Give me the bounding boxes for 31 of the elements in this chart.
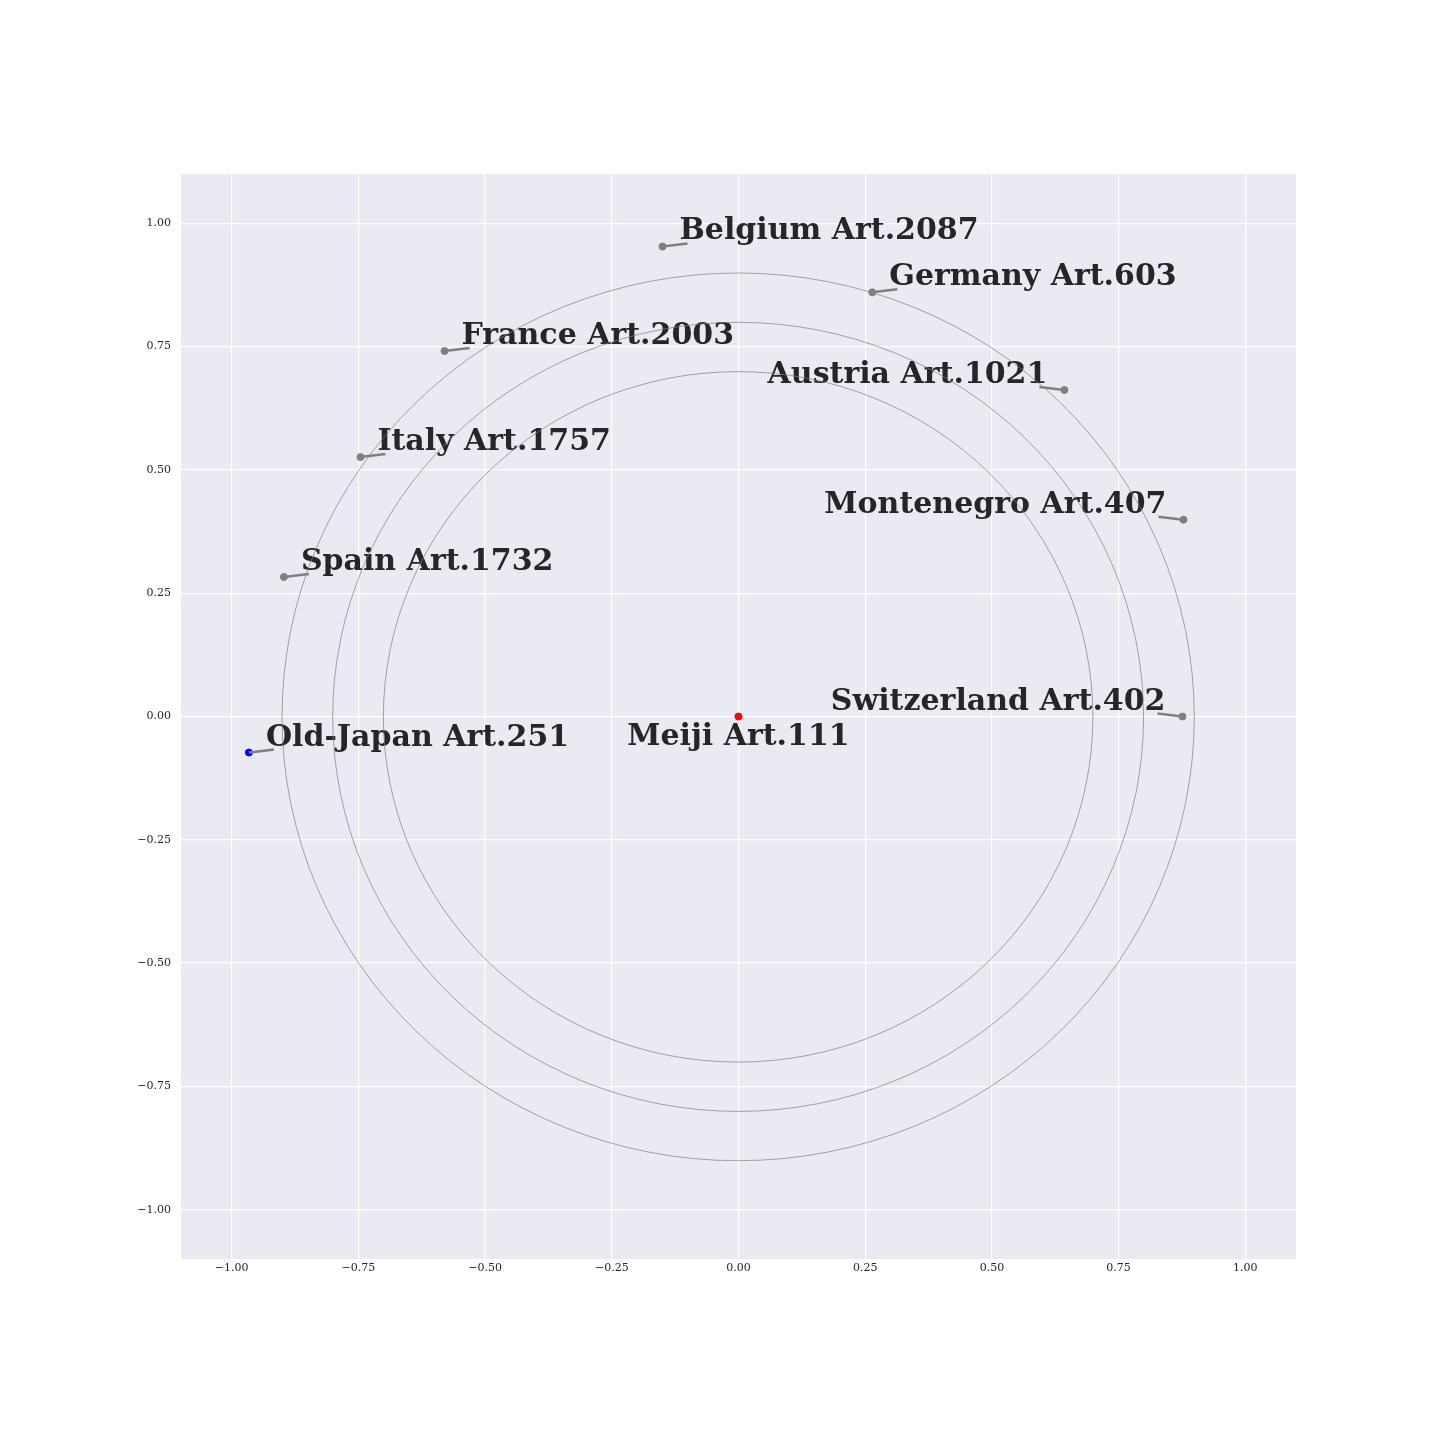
y-tick-label: −0.50 xyxy=(137,955,171,969)
x-tick-label: 0.75 xyxy=(1106,1261,1131,1275)
annotation: Austria Art.1021 xyxy=(766,355,1048,391)
x-tick-label: 0.25 xyxy=(852,1261,878,1275)
y-tick-label: −0.75 xyxy=(137,1079,171,1093)
annotation: Switzerland Art.402 xyxy=(830,681,1166,717)
y-tick-label: 0.00 xyxy=(146,709,171,723)
annotation: Belgium Art.2087 xyxy=(679,211,979,247)
x-tick-label: 0.00 xyxy=(726,1261,751,1275)
y-tick-label: 0.75 xyxy=(146,339,171,353)
y-tick-label: 0.25 xyxy=(146,586,171,600)
point xyxy=(1060,386,1069,395)
y-tick-label: 1.00 xyxy=(146,216,171,230)
point xyxy=(440,347,449,356)
x-tick-label: 0.50 xyxy=(979,1261,1005,1275)
annotation: Old-Japan Art.251 xyxy=(265,717,570,753)
y-tick-label: −1.00 xyxy=(137,1202,171,1216)
y-tick-label: 0.50 xyxy=(146,462,171,476)
x-tick-label: 1.00 xyxy=(1233,1261,1258,1275)
annotation: Montenegro Art.407 xyxy=(824,484,1167,520)
annotation: Spain Art.1732 xyxy=(300,541,554,577)
annotation: Meiji Art.111 xyxy=(627,716,850,752)
x-tick-label: −0.50 xyxy=(468,1261,502,1275)
point xyxy=(356,453,365,462)
annotation: Germany Art.603 xyxy=(889,257,1177,293)
annotation: France Art.2003 xyxy=(461,316,735,352)
x-tick-label: −1.00 xyxy=(214,1261,249,1275)
annotation: Italy Art.1757 xyxy=(377,422,611,458)
x-tick-label: −0.75 xyxy=(341,1261,376,1275)
x-tick-label: −0.25 xyxy=(594,1261,629,1275)
y-tick-label: −0.25 xyxy=(137,832,171,846)
